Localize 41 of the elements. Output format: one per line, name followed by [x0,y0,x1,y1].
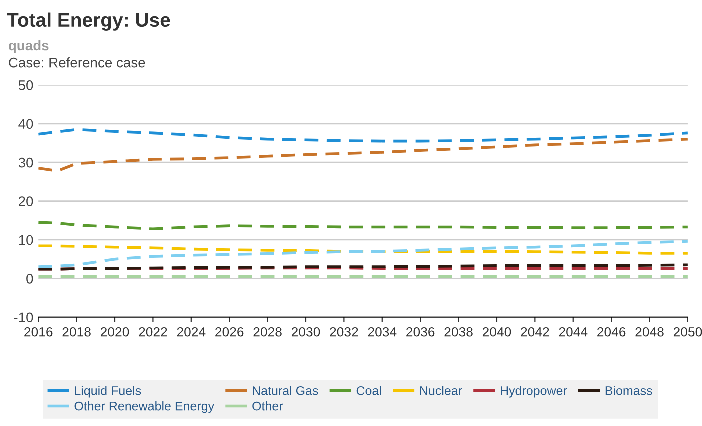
y-tick-label: 50 [18,80,34,90]
x-tick-label: 2018 [62,327,91,337]
x-tick-label: 2046 [598,327,626,337]
line-series [38,244,688,255]
x-tick-label: 2036 [406,327,435,337]
x-tick-label: 2034 [368,327,397,337]
x-tick-label: 2024 [177,327,206,337]
line-series [38,128,688,143]
legend-label: Liquid Fuels [75,386,142,398]
legend-label: Other Renewable Energy [74,402,215,414]
y-tick-label: 20 [19,196,34,206]
legend-label: Coal [356,386,382,396]
legend-label: Nuclear [420,386,462,396]
y-tick-label: 0 [26,274,34,284]
x-tick-label: 2016 [24,327,53,337]
line-series [38,240,688,268]
x-tick-label: 2050 [674,327,702,337]
x-tick-label: 2022 [139,327,168,337]
x-tick-label: 2028 [254,327,282,337]
chart-title: Total Energy: Use [7,12,170,31]
x-tick-label: 2044 [559,327,588,337]
x-tick-label: 2020 [100,327,130,337]
y-tick-label: 10 [19,235,34,246]
line-series [38,138,688,172]
x-tick-label: 2032 [330,327,358,337]
text: Case: Reference case [9,58,146,68]
legend-label: Hydropower [501,386,568,398]
legend-label: Other [252,402,284,411]
x-tick-label: 2038 [444,327,473,337]
x-tick-label: 2026 [216,327,244,337]
y-axis-title: quads [8,40,49,54]
y-tick-label: -10 [14,312,34,323]
line-series [38,221,688,231]
legend-label: Biomass [606,386,652,396]
y-tick-label: 40 [18,119,34,130]
x-tick-label: 2030 [292,327,320,337]
x-tick-label: 2042 [521,327,550,337]
legend-label: Natural Gas [253,386,318,396]
x-tick-label: 2048 [636,327,664,337]
y-tick-label: 30 [18,158,34,168]
x-tick-label: 2040 [482,327,512,337]
